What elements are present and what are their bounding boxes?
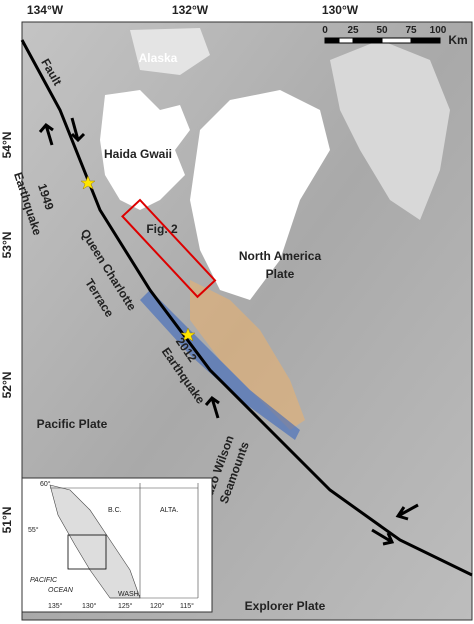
rupture-zone xyxy=(190,280,305,430)
region-label: Alaska xyxy=(139,51,178,65)
region-label: Haida Gwaii xyxy=(104,147,172,161)
longitude-label: 130°W xyxy=(322,3,359,17)
plate-label: Explorer Plate xyxy=(245,599,326,613)
latitude-label: 51°N xyxy=(0,507,14,534)
longitude-label: 132°W xyxy=(172,3,209,17)
plate-label: Pacific Plate xyxy=(37,417,108,431)
inset-longitude: 130° xyxy=(82,602,97,610)
scale-tick: 25 xyxy=(347,25,359,36)
inset-label: WASH. xyxy=(118,591,141,598)
inset-label: ALTA. xyxy=(160,507,178,514)
scale-bar xyxy=(324,37,441,44)
inset-latitude: 55° xyxy=(28,526,39,534)
fault-line xyxy=(20,39,473,577)
latitude-label: 52°N xyxy=(0,372,14,399)
inset-label: PACIFIC xyxy=(30,577,58,584)
aftershock-zone xyxy=(140,290,300,440)
inset-longitude: 135° xyxy=(48,602,63,610)
land xyxy=(100,28,450,300)
motion-arrows xyxy=(38,117,419,546)
latitude-label: 53°N xyxy=(0,232,14,259)
inset-latitude: 60° xyxy=(40,480,51,488)
scale-tick: 50 xyxy=(376,25,388,36)
inset-label: OCEAN xyxy=(48,587,74,594)
plate-label: North America xyxy=(239,249,322,263)
inset-longitude: 125° xyxy=(118,602,133,610)
inset-longitude: 115° xyxy=(180,602,194,610)
figure-label: Fig. 2 xyxy=(146,222,178,236)
scale-unit: Km xyxy=(448,33,467,47)
latitude-label: 54°N xyxy=(0,132,14,159)
scale-tick: 75 xyxy=(405,25,417,36)
plate-label: Plate xyxy=(266,267,295,281)
inset-label: B.C. xyxy=(108,507,122,514)
epicenters xyxy=(80,175,196,342)
inset-longitude: 120° xyxy=(150,602,165,610)
longitude-label: 134°W xyxy=(27,3,64,17)
fig2-box xyxy=(121,198,217,299)
scale-tick: 0 xyxy=(322,25,328,36)
scale-tick: 100 xyxy=(430,25,447,36)
inset-map: 60° 55° 135° 130° 125° 120° 115° B.C. AL… xyxy=(21,477,213,613)
